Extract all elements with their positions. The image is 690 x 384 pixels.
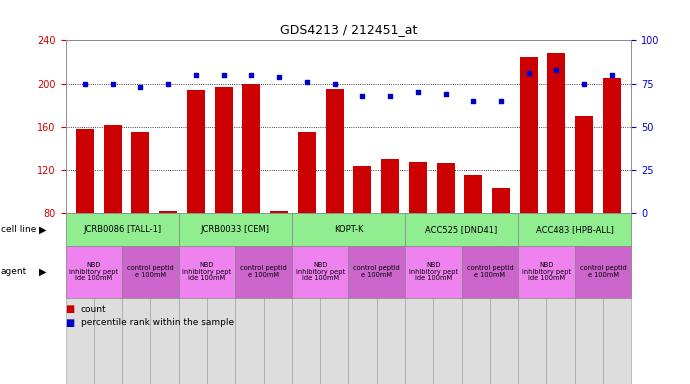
Point	[274, 73, 285, 79]
Point	[107, 81, 118, 87]
Text: ACC483 [HPB-ALL]: ACC483 [HPB-ALL]	[536, 225, 613, 234]
Text: NBD
inhibitory pept
ide 100mM: NBD inhibitory pept ide 100mM	[295, 262, 345, 281]
Point	[468, 98, 479, 104]
Point	[357, 93, 368, 99]
Text: NBD
inhibitory pept
ide 100mM: NBD inhibitory pept ide 100mM	[408, 262, 458, 281]
Text: ▶: ▶	[39, 224, 46, 235]
Text: GDS4213 / 212451_at: GDS4213 / 212451_at	[279, 23, 417, 36]
Text: control peptid
e 100mM: control peptid e 100mM	[353, 265, 400, 278]
Point	[135, 84, 146, 90]
Bar	[464, 175, 482, 213]
Bar	[104, 124, 121, 213]
Bar	[215, 87, 233, 213]
Bar	[326, 89, 344, 213]
Bar	[270, 211, 288, 213]
Text: count: count	[81, 305, 106, 314]
Point	[246, 72, 257, 78]
Point	[607, 72, 618, 78]
Bar	[242, 84, 260, 213]
Bar	[575, 116, 593, 213]
Point	[551, 67, 562, 73]
Text: control peptid
e 100mM: control peptid e 100mM	[127, 265, 174, 278]
Point	[163, 81, 174, 87]
Text: JCRB0086 [TALL-1]: JCRB0086 [TALL-1]	[83, 225, 161, 234]
Point	[79, 81, 90, 87]
Text: cell line: cell line	[1, 225, 36, 234]
Bar	[492, 188, 510, 213]
Text: ■: ■	[66, 318, 75, 328]
Bar	[520, 56, 538, 213]
Text: NBD
inhibitory pept
ide 100mM: NBD inhibitory pept ide 100mM	[522, 262, 571, 281]
Text: agent: agent	[1, 267, 27, 276]
Bar	[547, 53, 566, 213]
Bar	[159, 211, 177, 213]
Point	[384, 93, 395, 99]
Bar	[437, 164, 455, 213]
Point	[190, 72, 201, 78]
Bar	[603, 78, 621, 213]
Text: ACC525 [DND41]: ACC525 [DND41]	[426, 225, 497, 234]
Point	[218, 72, 229, 78]
Bar	[187, 90, 205, 213]
Text: control peptid
e 100mM: control peptid e 100mM	[580, 265, 627, 278]
Bar	[298, 132, 316, 213]
Point	[579, 81, 590, 87]
Point	[495, 98, 506, 104]
Bar	[76, 129, 94, 213]
Bar	[381, 159, 399, 213]
Point	[329, 81, 340, 87]
Text: JCRB0033 [CEM]: JCRB0033 [CEM]	[201, 225, 270, 234]
Text: NBD
inhibitory pept
ide 100mM: NBD inhibitory pept ide 100mM	[182, 262, 232, 281]
Text: percentile rank within the sample: percentile rank within the sample	[81, 318, 234, 327]
Point	[440, 91, 451, 97]
Text: ■: ■	[66, 304, 75, 314]
Point	[412, 89, 423, 95]
Text: NBD
inhibitory pept
ide 100mM: NBD inhibitory pept ide 100mM	[69, 262, 119, 281]
Text: control peptid
e 100mM: control peptid e 100mM	[466, 265, 513, 278]
Text: control peptid
e 100mM: control peptid e 100mM	[240, 265, 287, 278]
Bar	[131, 132, 150, 213]
Bar	[408, 162, 427, 213]
Text: ▶: ▶	[39, 266, 46, 277]
Bar	[353, 166, 371, 213]
Point	[523, 70, 534, 76]
Text: KOPT-K: KOPT-K	[334, 225, 363, 234]
Point	[302, 79, 313, 85]
